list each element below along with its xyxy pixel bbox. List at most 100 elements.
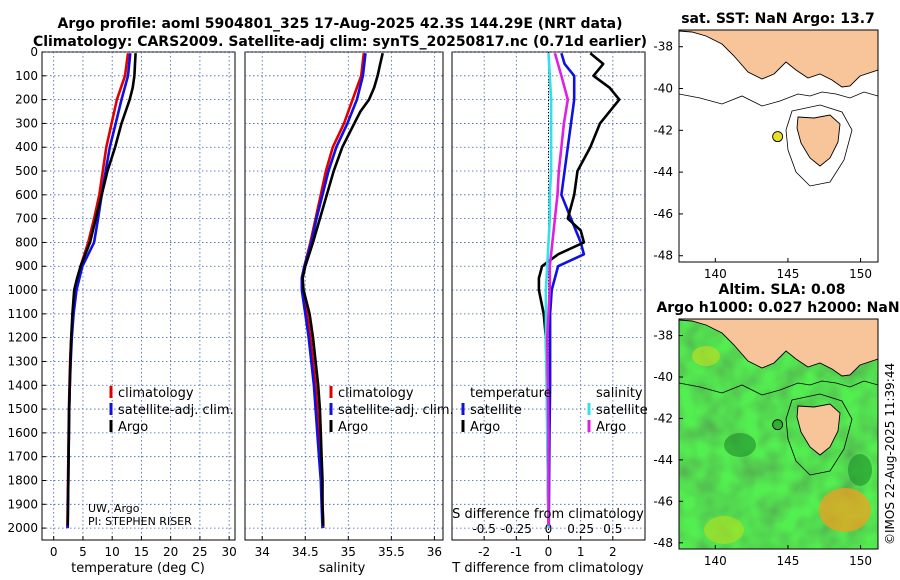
x-tick-label: 5	[79, 545, 87, 559]
legend-satellite-label: satellite-adj. clim.	[338, 403, 454, 418]
difference-series	[537, 52, 621, 529]
sla-map-lat-ticks: -38 -40 -42 -44 -46 -48	[653, 329, 683, 550]
salinity-axes-frame	[244, 51, 444, 541]
sla-map-lon-ticks: 140 145 150	[704, 545, 872, 568]
lon-tick-label: 140	[704, 554, 727, 568]
temperature-xlabel: temperature (deg C)	[71, 561, 205, 576]
chart-title-line1: Argo profile: aoml 5904801_325 17-Aug-20…	[58, 16, 623, 32]
series-temperature-satellite	[547, 52, 586, 529]
lon-tick-label: 145	[776, 554, 799, 568]
sst-map-lat-ticks: -38 -40 -42 -44 -46 -48	[653, 40, 683, 263]
sla-high-anomaly	[692, 346, 720, 366]
x-tick-label: 25	[192, 545, 207, 559]
y-tick-label: 100	[15, 69, 38, 83]
s-tick-label: 0	[545, 522, 553, 536]
tasmania	[796, 403, 841, 456]
difference-legend: temperature satellite Argo salinity sate…	[461, 386, 648, 435]
lat-tick-label: -40	[653, 82, 673, 96]
legend-salinity-title: salinity	[596, 386, 643, 401]
sst-map-panel: sat. SST: NaN Argo: 13.7 -38 -40 -42 -44 -46…	[653, 11, 879, 281]
x-tick-label: 0	[50, 545, 58, 559]
tasmania	[796, 114, 841, 167]
sla-low-anomaly	[848, 454, 872, 486]
y-tick-label: 0	[30, 45, 38, 59]
sst-map-frame	[678, 29, 879, 263]
y-tick-label: 1000	[7, 283, 38, 297]
x-tick-label: 34.5	[292, 545, 319, 559]
lat-tick-label: -38	[653, 40, 673, 54]
sla-low-anomaly	[724, 433, 756, 457]
chart-title-line2: Climatology: CARS2009. Satellite-adj cli…	[33, 34, 647, 50]
x-tick-label: 1	[577, 545, 585, 559]
sst-map-area	[679, 30, 878, 262]
s-tick-label: 0.25	[567, 522, 594, 536]
salinity-series	[300, 52, 384, 529]
depth-ticks: 0 100 200 300 400 500 600 700 800 900 1000 1100 1200…	[7, 45, 46, 535]
x-tick-label: -1	[510, 545, 522, 559]
difference-panel: -2 -1 0 1 2 -0.5 -0.25 0 0.25 0.5 T difference f…	[451, 51, 648, 576]
tasmania-shelf-contour	[785, 393, 853, 476]
x-tick-label: 35.5	[378, 545, 405, 559]
salinity-panel: 34 34.5 35 35.5 36 salinity climatology sate…	[244, 51, 454, 576]
x-tick-label: 0	[545, 545, 553, 559]
legend-temp-argo-label: Argo	[470, 420, 500, 435]
lon-tick-label: 145	[776, 267, 799, 281]
salinity-xlabel: salinity	[319, 561, 366, 576]
x-tick-label: 20	[163, 545, 178, 559]
temperature-gridlines	[42, 51, 235, 540]
lat-tick-label: -42	[653, 411, 673, 425]
x-tick-label: 2	[609, 545, 617, 559]
difference-x-ticks: -2 -1 0 1 2	[478, 536, 617, 559]
y-tick-label: 900	[15, 259, 38, 273]
s-tick-label: -0.25	[501, 522, 532, 536]
mainland-australia	[679, 319, 878, 377]
y-tick-label: 1300	[7, 354, 38, 368]
argo-float-marker	[772, 131, 784, 143]
y-tick-label: 1900	[7, 497, 38, 511]
sla-high-anomaly	[704, 516, 744, 544]
legend-temperature-title: temperature	[470, 386, 552, 401]
lat-tick-label: -44	[653, 165, 673, 179]
y-tick-label: 1400	[7, 378, 38, 392]
legend-argo-label: Argo	[338, 420, 368, 435]
series-argo	[66, 53, 137, 526]
shelf-contour	[679, 380, 878, 396]
sla-map-panel: Altim. SLA: 0.08 Argo h1000: 0.027 h2000…	[653, 282, 899, 568]
sla-map-area	[679, 319, 878, 549]
x-tick-label: -2	[478, 545, 490, 559]
y-tick-label: 700	[15, 212, 38, 226]
sla-map-frame	[678, 318, 879, 550]
x-tick-label: 15	[134, 545, 149, 559]
lon-tick-label: 150	[849, 554, 872, 568]
salinity-difference-ticks: -0.5 -0.25 0 0.25 0.5	[472, 522, 622, 536]
y-tick-label: 200	[15, 93, 38, 107]
y-tick-label: 1700	[7, 450, 38, 464]
imos-watermark: ©IMOS 22-Aug-2025 11:39:44	[883, 363, 897, 545]
y-tick-label: 800	[15, 235, 38, 249]
lat-tick-label: -44	[653, 453, 673, 467]
credit-pi: PI: STEPHEN RISER	[88, 515, 192, 528]
y-tick-label: 400	[15, 140, 38, 154]
legend-climatology-label: climatology	[338, 386, 414, 401]
y-tick-label: 1500	[7, 402, 38, 416]
s-tick-label: 0.5	[603, 522, 622, 536]
legend-temp-satellite-label: satellite	[470, 403, 522, 418]
y-tick-label: 1100	[7, 307, 38, 321]
tasmania-shelf-contour	[785, 104, 853, 187]
sla-high-anomaly	[819, 488, 871, 532]
difference-xlabel: T difference from climatology	[451, 561, 644, 576]
x-tick-label: 30	[222, 545, 237, 559]
salinity-legend: climatology satellite-adj. clim. Argo	[329, 386, 454, 435]
series-salinity-argo	[545, 52, 570, 526]
y-tick-label: 500	[15, 164, 38, 178]
credit-institution: UW, Argo	[88, 502, 140, 515]
temperature-panel: 0 5 10 15 20 25 30 0 100 200 300 400 500 600 700 800 90…	[7, 45, 236, 576]
x-tick-label: 35	[341, 545, 356, 559]
sla-map-title-line2: Argo h1000: 0.027 h2000: NaN	[656, 300, 899, 316]
lat-tick-label: -42	[653, 123, 673, 137]
x-tick-label: 10	[105, 545, 120, 559]
legend-satellite-label: satellite-adj. clim.	[118, 403, 234, 418]
y-tick-label: 2000	[7, 521, 38, 535]
salinity-gridlines	[245, 51, 443, 540]
